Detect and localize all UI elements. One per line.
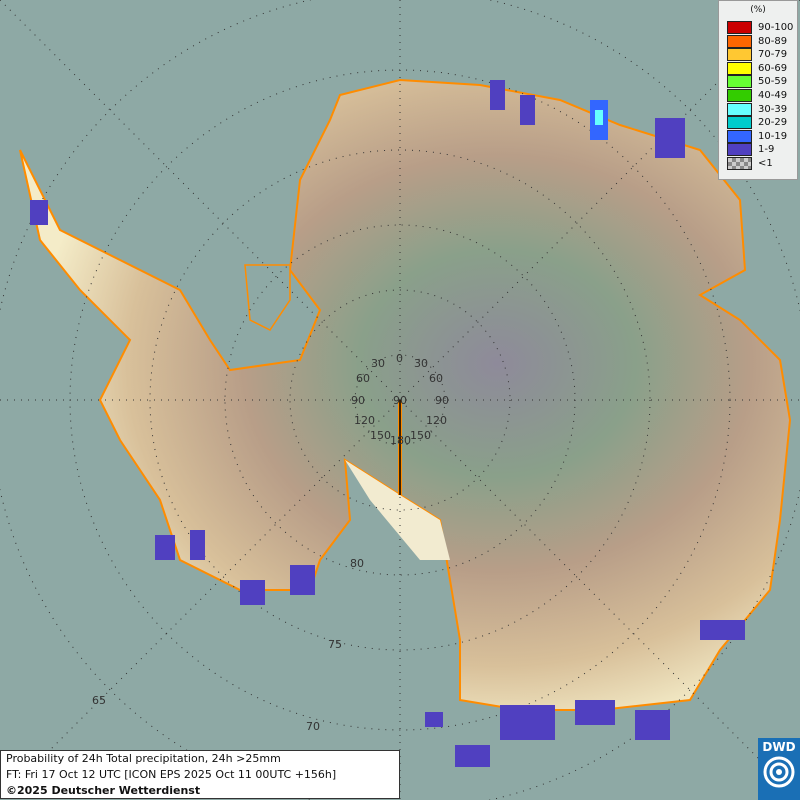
svg-text:150: 150: [410, 429, 431, 442]
svg-text:90: 90: [393, 394, 407, 407]
legend-unit: (%): [750, 5, 766, 15]
legend: (%) 90-100 80-89 70-79 60-69 50-59 40-49 30-39…: [718, 0, 798, 180]
legend-label: 70-79: [758, 49, 788, 61]
legend-label: 60-69: [758, 62, 788, 74]
svg-text:60: 60: [429, 372, 443, 385]
legend-swatch: [727, 89, 752, 102]
legend-label: <1: [758, 158, 773, 169]
svg-text:70: 70: [306, 720, 320, 733]
legend-swatch: [727, 61, 752, 75]
svg-text:0: 0: [396, 352, 403, 365]
legend-item: 1-9: [727, 143, 797, 157]
legend-item: 50-59: [727, 75, 797, 89]
dwd-logo: DWD: [758, 738, 800, 800]
product-title: Probability of 24h Total precipitation, …: [6, 752, 281, 765]
legend-item: 30-39: [727, 102, 797, 117]
svg-text:90: 90: [435, 394, 449, 407]
precip-areas: [30, 80, 745, 767]
legend-swatch: [727, 129, 752, 143]
legend-swatch: [727, 75, 752, 89]
svg-text:150: 150: [370, 429, 391, 442]
legend-label: 30-39: [758, 103, 788, 115]
swirl-icon: [763, 756, 795, 788]
meridian-labels: 0 30 30 60 60 90 90 90 120 120 150 150 1…: [351, 352, 449, 447]
legend-item: 10-19: [727, 129, 797, 144]
svg-text:75: 75: [328, 638, 342, 651]
legend-swatch: [727, 48, 752, 62]
legend-swatch: [727, 143, 752, 157]
legend-item: <1: [727, 157, 797, 171]
info-box: Probability of 24h Total precipitation, …: [0, 750, 400, 799]
legend-item: 80-89: [727, 34, 797, 49]
svg-text:30: 30: [414, 357, 428, 370]
legend-swatch: [727, 34, 752, 48]
legend-item: 70-79: [727, 48, 797, 62]
legend-label: 1-9: [758, 144, 775, 156]
legend-label: 10-19: [758, 130, 788, 142]
legend-label: 80-89: [758, 35, 788, 47]
legend-item: 20-29: [727, 116, 797, 130]
latitude-labels: 80 75 70 65: [92, 557, 364, 733]
svg-text:80: 80: [350, 557, 364, 570]
svg-text:65: 65: [92, 694, 106, 707]
copyright: ©2025 Deutscher Wetterdienst: [6, 784, 201, 797]
legend-swatch: [727, 157, 752, 170]
legend-label: 20-29: [758, 117, 788, 129]
legend-item: 90-100: [727, 21, 797, 35]
svg-text:120: 120: [354, 414, 375, 427]
svg-text:180: 180: [390, 434, 411, 447]
svg-text:30: 30: [371, 357, 385, 370]
legend-label: 50-59: [758, 76, 788, 88]
weddell-sea: [244, 264, 291, 331]
legend-swatch: [727, 116, 752, 130]
logo-text: DWD: [762, 740, 796, 754]
legend-item: 60-69: [727, 61, 797, 76]
legend-swatch: [727, 21, 752, 34]
svg-text:90: 90: [351, 394, 365, 407]
legend-label: 40-49: [758, 90, 788, 101]
legend-label: 90-100: [758, 22, 794, 33]
svg-text:60: 60: [356, 372, 370, 385]
forecast-time: FT: Fri 17 Oct 12 UTC [ICON EPS 2025 Oct…: [6, 768, 337, 781]
svg-text:120: 120: [426, 414, 447, 427]
legend-swatch: [727, 102, 752, 116]
legend-item: 40-49: [727, 89, 797, 103]
